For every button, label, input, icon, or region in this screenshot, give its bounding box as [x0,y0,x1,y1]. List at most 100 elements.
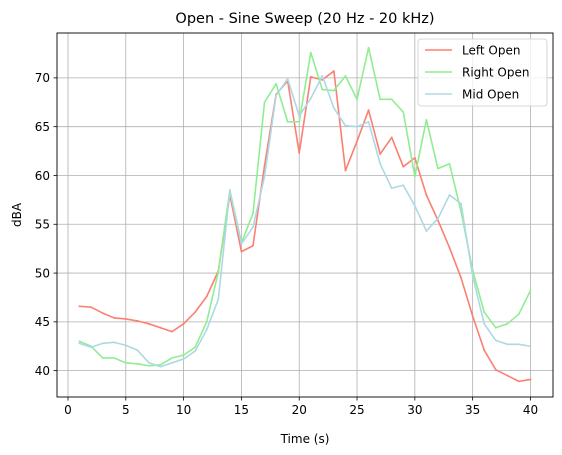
legend-label-mid-open: Mid Open [462,87,519,101]
x-tick-label: 15 [234,403,249,417]
y-tick-label: 40 [35,364,50,378]
data-point [159,363,162,366]
data-point [286,77,289,80]
data-point [113,341,116,344]
data-point [194,311,197,313]
data-point [309,51,312,54]
data-point [298,115,301,117]
plot-frame [56,32,554,398]
data-point [379,153,382,155]
data-point [483,322,486,325]
data-point [448,246,451,249]
data-point [494,326,497,329]
series-line-mid-open [78,75,532,368]
data-point [217,271,220,273]
data-point [148,364,150,367]
data-point [148,322,150,325]
data-point [124,318,127,320]
x-tick-label: 40 [523,403,538,417]
data-point [205,328,208,331]
y-axis-label: dBA [10,202,24,227]
x-tick-label: 5 [122,403,130,417]
data-point [171,361,173,364]
data-point [379,162,382,165]
legend: Left Open Right Open Mid Open [417,38,548,107]
data-point [344,169,347,172]
data-point [413,157,416,159]
data-point [506,374,509,377]
x-axis-label: Time (s) [280,432,330,446]
y-tick-label: 60 [35,169,50,183]
data-point [194,350,197,353]
legend-box [417,38,548,107]
data-point [136,349,139,352]
data-point [437,217,439,220]
series-mid-open [78,75,532,368]
data-point [101,342,104,345]
series-line-left-open [78,70,532,383]
series-left-open [78,70,532,383]
data-point [517,313,520,315]
data-point [471,315,474,317]
y-tick-label: 70 [35,71,50,85]
data-point [413,175,416,178]
data-point [333,89,335,92]
x-tick-label: 25 [349,403,364,417]
data-point [148,361,150,364]
y-tick-label: 65 [35,120,50,134]
data-point [367,120,370,123]
data-point [425,118,428,121]
data-point [506,322,509,325]
data-point [78,342,81,345]
data-point [460,277,462,279]
data-point [494,368,497,371]
data-point [182,354,185,356]
data-point [275,82,277,85]
data-point [298,120,301,123]
data-point [390,187,393,190]
data-point [333,70,335,72]
data-point [448,162,451,165]
data-point [402,184,405,187]
data-point [101,357,104,359]
data-point [402,111,405,113]
data-point [309,97,312,100]
data-point [529,345,532,348]
x-tick-label: 20 [292,403,307,417]
x-axis: 0 5 10 15 20 25 30 35 40 [64,397,538,417]
data-point [471,275,474,277]
data-point [78,340,81,343]
data-point [356,125,358,128]
data-point [529,378,532,381]
data-point [171,330,173,333]
data-point [356,140,358,143]
data-point [136,362,139,365]
legend-label-right-open: Right Open [462,65,529,79]
data-point [205,320,208,323]
data-point [263,101,266,104]
legend-label-left-open: Left Open [462,43,520,57]
data-point [78,305,81,308]
data-point [390,136,393,139]
data-point [205,295,208,298]
data-point [228,190,231,192]
data-point [529,289,532,292]
data-point [448,194,451,196]
data-point [240,250,243,253]
data-point [90,346,93,349]
data-point [252,226,254,229]
data-point [425,230,428,233]
data-point [321,88,324,91]
data-point [517,380,520,383]
data-point [101,312,104,314]
y-tick-label: 55 [35,218,50,232]
data-point [367,46,370,49]
data-point [483,349,486,352]
data-point [217,298,220,301]
data-point [506,343,509,346]
data-point [124,344,127,347]
data-point [402,165,405,168]
data-point [159,326,162,329]
data-point [367,109,370,111]
